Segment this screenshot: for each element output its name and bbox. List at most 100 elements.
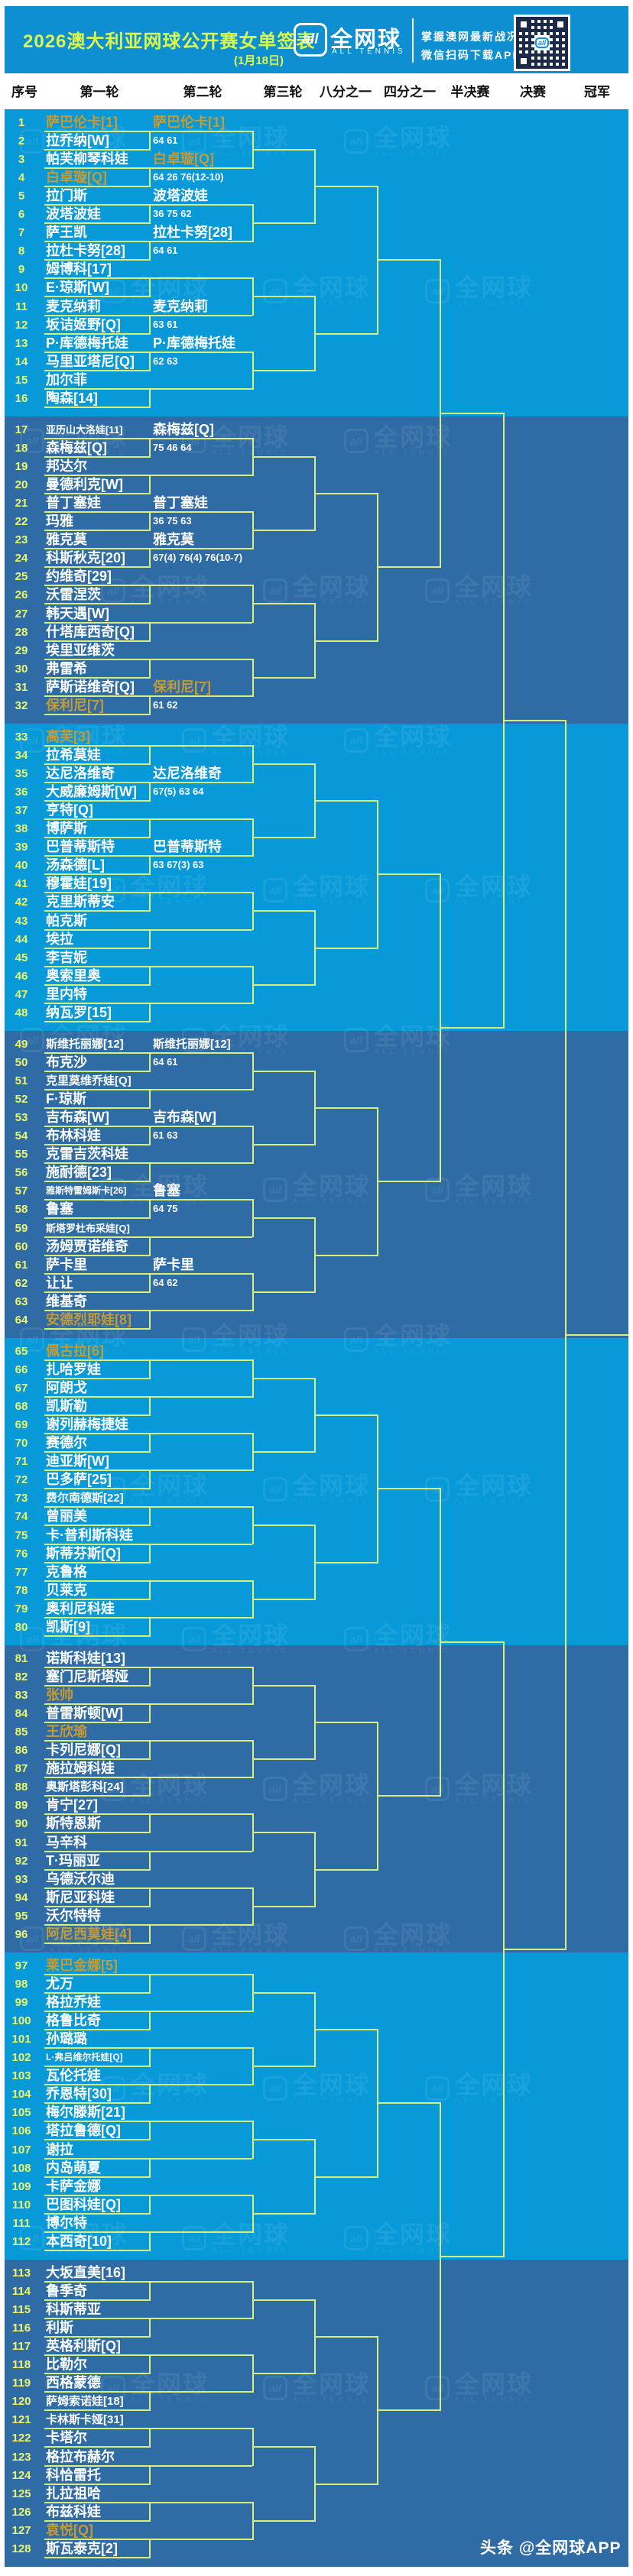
player-name-r1: 卡·普利斯科娃: [46, 1527, 133, 1543]
column-header-4: 第三轮: [263, 85, 303, 99]
r1-underline: [44, 1181, 149, 1183]
r2-slot-underline: [151, 1543, 252, 1545]
r1-underline: [44, 873, 149, 876]
player-name-r1: 诺斯科娃[13]: [46, 1650, 126, 1666]
r1-match-bracket: [149, 1088, 151, 1109]
r3-slot-underline: [252, 1905, 314, 1907]
r1-underline: [44, 1721, 149, 1723]
r1-underline: [44, 2354, 149, 2356]
champion-slot-underline: [565, 1334, 628, 1337]
player-name-r1: 克里莫维乔娃[Q]: [46, 1074, 131, 1087]
player-name-r2-winner: 斯维托丽娜[12]: [153, 1037, 231, 1051]
brand-name: 全网球: [330, 28, 402, 52]
r16-slot-underline: [314, 1561, 377, 1563]
seed-number: 52: [15, 1092, 28, 1106]
seed-number: 85: [15, 1725, 28, 1738]
player-name-r1: 埃里亚维茨: [46, 642, 115, 658]
seed-number: 89: [15, 1799, 28, 1813]
seed-number: 40: [15, 859, 28, 873]
seed-number: 71: [15, 1455, 28, 1469]
column-header-9: 冠军: [584, 85, 610, 99]
r1-underline: [44, 1359, 149, 1361]
r3-slot-underline: [252, 2373, 314, 2374]
seed-number: 117: [11, 2339, 31, 2353]
seed-number: 16: [15, 392, 28, 405]
player-name-r1: 莱巴金娜[5]: [46, 1957, 118, 1973]
r2-slot-underline: [151, 387, 252, 390]
seed-number: 75: [15, 1528, 28, 1542]
r1-underline: [44, 1432, 149, 1434]
r1-underline: [44, 695, 149, 697]
seed-number: 58: [15, 1203, 28, 1217]
r16-slot-underline: [314, 1414, 377, 1416]
r2-slot-underline: [151, 818, 252, 820]
r2-slot-underline: [151, 277, 252, 280]
r1-match-bracket: [149, 2121, 151, 2141]
player-name-r1: 贝莱克: [46, 1582, 87, 1598]
brand-subtitle: ALL TENNIS: [332, 47, 406, 56]
header-banner: 2026澳大利亚网球公开赛女单签表 (1月18日) all 全网球 ALL TE…: [5, 6, 628, 73]
r1-underline: [44, 167, 149, 169]
seed-number: 101: [11, 2032, 31, 2046]
seed-number: 7: [18, 226, 25, 240]
player-name-r1: 布林科娃: [46, 1128, 101, 1143]
sf-slot-underline: [440, 2256, 503, 2258]
player-name-r1: 布克沙: [46, 1054, 87, 1070]
qr-finder-icon: [554, 18, 566, 31]
player-name-r1: 梅尔滕斯[21]: [46, 2105, 126, 2121]
r2-slot-underline: [151, 1272, 252, 1275]
player-name-r2-winner: 雅克莫: [153, 532, 194, 548]
r3-slot-underline: [252, 148, 314, 151]
seed-number: 78: [15, 1583, 28, 1597]
r3-slot-underline: [252, 1451, 314, 1453]
player-name-r1: 格鲁比奇: [46, 2012, 101, 2028]
r1-match-bracket: [149, 387, 151, 408]
match-score: 64 61: [153, 134, 178, 146]
r1-underline: [44, 1561, 149, 1563]
player-name-r2-winner: 鲁塞: [153, 1183, 180, 1199]
seed-number: 48: [15, 1006, 28, 1019]
seed-number: 68: [15, 1399, 28, 1413]
player-name-r1: 利斯: [46, 2319, 73, 2335]
player-name-r1: 卡萨金娜: [46, 2178, 101, 2194]
r2-slot-underline: [151, 1666, 252, 1668]
r1-underline: [44, 185, 149, 187]
r16-slot-underline: [314, 640, 377, 642]
match-score: 64 26 76(12-10): [153, 170, 224, 183]
player-name-r1: 阿朗戈: [46, 1379, 87, 1395]
seed-number: 13: [15, 336, 28, 350]
r1-match-bracket: [149, 1887, 151, 1907]
column-header-1: 序号: [11, 85, 37, 99]
r2-slot-underline: [151, 1125, 252, 1127]
r1-match-bracket: [149, 167, 151, 187]
r2-slot-underline: [151, 1051, 252, 1054]
header-divider: [412, 18, 414, 63]
r1-match-bracket: [149, 1272, 151, 1293]
player-name-r1: 扎拉祖哈: [46, 2485, 101, 2501]
seed-number: 121: [11, 2413, 31, 2427]
player-name-r1: 萨巴伦卡[1]: [46, 114, 118, 130]
r1-underline: [44, 1488, 149, 1490]
qr-finder-icon: [518, 18, 530, 31]
r2-slot-underline: [151, 510, 252, 513]
r2-slot-underline: [151, 2354, 252, 2356]
r2-slot-underline: [151, 203, 252, 206]
r2-slot-underline: [151, 1088, 252, 1090]
player-name-r1: E·琼斯[W]: [46, 280, 109, 296]
r1-underline: [44, 1199, 149, 1201]
r1-underline: [44, 2250, 149, 2251]
r1-underline: [44, 1506, 149, 1508]
seed-number: 77: [15, 1565, 28, 1579]
r1-underline: [44, 947, 149, 949]
seed-number: 20: [15, 478, 28, 491]
r1-underline: [44, 1377, 149, 1379]
r3-slot-underline: [252, 1291, 314, 1293]
r1-underline: [44, 2299, 149, 2301]
r1-match-bracket: [149, 1395, 151, 1416]
player-name-r1: 格拉布赫尔: [46, 2448, 115, 2464]
player-name-r1: 沃雷涅茨: [46, 587, 101, 603]
player-name-r1: 斯尼亚科娃: [46, 1889, 115, 1905]
r1-underline: [44, 2194, 149, 2196]
r1-underline: [44, 369, 149, 371]
r1-underline: [44, 2157, 149, 2160]
